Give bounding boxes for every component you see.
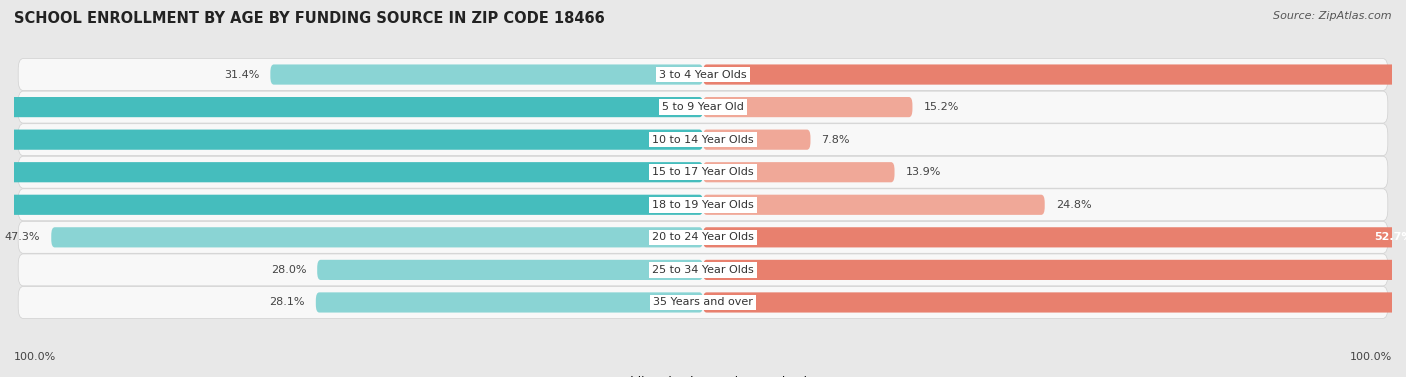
Text: 25 to 34 Year Olds: 25 to 34 Year Olds — [652, 265, 754, 275]
FancyBboxPatch shape — [270, 64, 703, 85]
FancyBboxPatch shape — [703, 293, 1406, 313]
Text: 15.2%: 15.2% — [924, 102, 959, 112]
Text: 24.8%: 24.8% — [1056, 200, 1091, 210]
FancyBboxPatch shape — [703, 260, 1406, 280]
FancyBboxPatch shape — [703, 227, 1406, 247]
FancyBboxPatch shape — [703, 97, 912, 117]
FancyBboxPatch shape — [0, 162, 703, 182]
FancyBboxPatch shape — [18, 221, 1388, 253]
Text: 13.9%: 13.9% — [905, 167, 941, 177]
FancyBboxPatch shape — [18, 189, 1388, 221]
FancyBboxPatch shape — [18, 58, 1388, 90]
Text: 20 to 24 Year Olds: 20 to 24 Year Olds — [652, 232, 754, 242]
FancyBboxPatch shape — [51, 227, 703, 247]
Text: 28.1%: 28.1% — [270, 297, 305, 308]
Text: 52.7%: 52.7% — [1374, 232, 1406, 242]
FancyBboxPatch shape — [0, 130, 703, 150]
Text: 100.0%: 100.0% — [1350, 352, 1392, 362]
Text: 5 to 9 Year Old: 5 to 9 Year Old — [662, 102, 744, 112]
Text: 7.8%: 7.8% — [821, 135, 851, 145]
FancyBboxPatch shape — [316, 293, 703, 313]
FancyBboxPatch shape — [0, 97, 703, 117]
Text: 18 to 19 Year Olds: 18 to 19 Year Olds — [652, 200, 754, 210]
FancyBboxPatch shape — [0, 195, 703, 215]
FancyBboxPatch shape — [18, 91, 1388, 123]
Text: 3 to 4 Year Olds: 3 to 4 Year Olds — [659, 69, 747, 80]
FancyBboxPatch shape — [703, 130, 810, 150]
Text: 31.4%: 31.4% — [224, 69, 259, 80]
FancyBboxPatch shape — [703, 64, 1406, 85]
FancyBboxPatch shape — [703, 162, 894, 182]
Text: 10 to 14 Year Olds: 10 to 14 Year Olds — [652, 135, 754, 145]
Text: 100.0%: 100.0% — [14, 352, 56, 362]
FancyBboxPatch shape — [703, 195, 1045, 215]
Text: 35 Years and over: 35 Years and over — [652, 297, 754, 308]
Text: 15 to 17 Year Olds: 15 to 17 Year Olds — [652, 167, 754, 177]
Text: 47.3%: 47.3% — [4, 232, 41, 242]
Text: SCHOOL ENROLLMENT BY AGE BY FUNDING SOURCE IN ZIP CODE 18466: SCHOOL ENROLLMENT BY AGE BY FUNDING SOUR… — [14, 11, 605, 26]
Text: Source: ZipAtlas.com: Source: ZipAtlas.com — [1274, 11, 1392, 21]
FancyBboxPatch shape — [318, 260, 703, 280]
Text: 28.0%: 28.0% — [271, 265, 307, 275]
FancyBboxPatch shape — [18, 254, 1388, 286]
FancyBboxPatch shape — [18, 287, 1388, 319]
FancyBboxPatch shape — [18, 124, 1388, 156]
Legend: Public School, Private School: Public School, Private School — [599, 376, 807, 377]
FancyBboxPatch shape — [18, 156, 1388, 188]
